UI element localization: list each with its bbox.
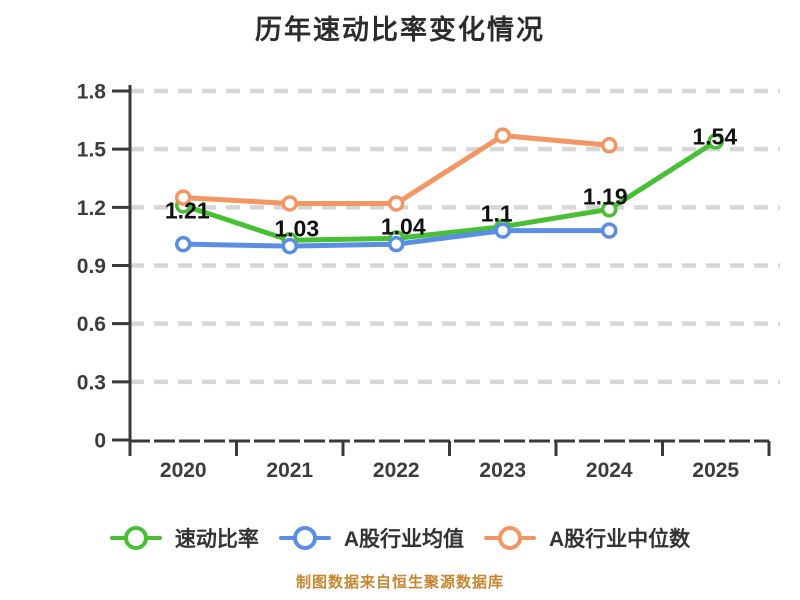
legend-line-marker-icon [278,525,331,551]
y-tick-label: 1.2 [77,197,106,220]
data-point-marker[interactable] [281,237,298,255]
data-label: 1.19 [583,183,628,209]
data-point-marker[interactable] [281,195,298,212]
data-point-marker[interactable] [494,222,511,239]
x-tick-label: 2022 [373,459,420,482]
data-label: 1.21 [165,197,210,223]
legend-line-marker-icon [484,525,536,551]
chart-legend: 速动比率 A股行业均值 A股行业中位数 [0,519,800,557]
legend-ring-icon [292,526,317,550]
y-tick-label: 0.6 [77,313,106,336]
x-tick-label: 2024 [586,459,633,482]
series-line-2 [180,133,612,206]
y-tick-label: 1.8 [77,81,107,104]
y-tick-label: 0.3 [77,371,106,394]
data-label: 1.04 [381,213,426,239]
data-point-marker[interactable] [707,133,724,150]
legend-label: A股行业均值 [343,528,464,551]
data-point-marker[interactable] [175,189,192,206]
y-tick-label: 0.9 [77,255,106,278]
data-label: 1.03 [274,215,319,241]
legend-ring-icon [498,526,522,550]
x-tick-label: 2021 [266,459,313,482]
data-label: 1.1 [481,201,513,227]
data-point-marker[interactable] [388,235,405,253]
legend-ring-icon [123,526,148,550]
data-point-marker[interactable] [388,195,405,212]
legend-label: 速动比率 [174,528,259,551]
legend-item-1[interactable]: A股行业均值 [278,523,464,553]
y-tick-label: 0 [94,430,106,453]
data-point-marker[interactable] [601,222,618,239]
x-tick-label: 2023 [479,459,526,482]
legend-item-2[interactable]: A股行业中位数 [484,523,690,553]
series-line-0 [180,138,719,243]
data-point-marker[interactable] [601,137,618,154]
chart-title: 历年速动比率变化情况 [255,15,545,45]
data-point-marker[interactable] [175,235,192,253]
data-label: 1.54 [692,123,737,149]
data-source-credit: 制图数据来自恒生聚源数据库 [295,574,504,591]
x-tick-label: 2020 [160,459,207,482]
legend-item-0[interactable]: 速动比率 [109,523,259,553]
data-point-marker[interactable] [601,201,618,218]
data-point-marker[interactable] [494,127,511,144]
y-tick-label: 1.5 [77,139,107,162]
x-tick-label: 2025 [692,459,739,482]
legend-line-marker-icon [109,525,162,551]
legend-label: A股行业中位数 [549,528,691,551]
